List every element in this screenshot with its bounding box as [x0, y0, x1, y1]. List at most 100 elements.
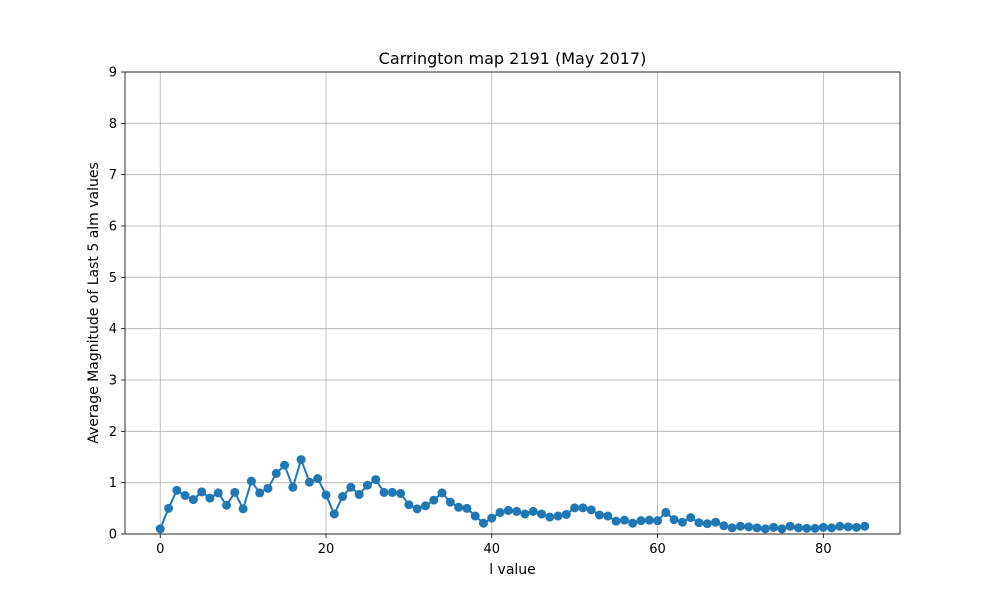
- y-tick-label: 0: [109, 528, 117, 543]
- data-point: [669, 515, 679, 525]
- data-point: [271, 468, 281, 478]
- data-point: [628, 518, 638, 528]
- data-point: [420, 501, 430, 511]
- data-point: [213, 488, 223, 498]
- data-point: [653, 516, 663, 526]
- data-point: [246, 476, 256, 486]
- data-point: [304, 477, 314, 487]
- data-point: [611, 516, 621, 526]
- data-point: [338, 492, 348, 502]
- data-point: [843, 522, 853, 532]
- data-point: [462, 503, 472, 513]
- x-tick-label: 20: [318, 542, 335, 557]
- data-point: [636, 516, 646, 526]
- data-point: [528, 506, 538, 516]
- y-tick-label: 6: [109, 220, 117, 235]
- data-point: [785, 521, 795, 531]
- data-point: [619, 515, 629, 525]
- y-axis-label: Average Magnitude of Last 5 alm values: [86, 162, 102, 444]
- data-point: [760, 524, 770, 534]
- data-point: [586, 505, 596, 515]
- data-point: [520, 509, 530, 519]
- data-point: [835, 521, 845, 531]
- data-point: [860, 521, 870, 531]
- data-point: [578, 503, 588, 513]
- data-point: [595, 510, 605, 520]
- data-point: [793, 523, 803, 533]
- data-point: [412, 504, 422, 514]
- data-point: [354, 489, 364, 499]
- grid: [125, 71, 900, 535]
- data-point: [396, 488, 406, 498]
- data-point: [321, 490, 331, 500]
- data-point: [205, 493, 215, 503]
- data-point: [404, 500, 414, 510]
- data-point: [561, 509, 571, 519]
- y-tick-label: 2: [109, 425, 117, 440]
- x-tick-label: 40: [484, 542, 501, 557]
- x-tick-label: 0: [156, 542, 164, 557]
- data-point: [346, 482, 356, 492]
- data-point: [387, 487, 397, 497]
- data-point: [172, 485, 182, 495]
- data-point: [694, 518, 704, 528]
- data-point: [454, 502, 464, 512]
- data-point: [603, 511, 613, 521]
- data-point: [752, 523, 762, 533]
- data-point: [802, 523, 812, 533]
- data-point: [503, 505, 513, 515]
- data-point: [769, 522, 779, 532]
- data-point: [644, 515, 654, 525]
- data-point: [222, 500, 232, 510]
- x-axis-label: l value: [489, 562, 536, 578]
- data-point: [827, 523, 837, 533]
- data-point: [188, 495, 198, 505]
- data-point: [570, 503, 580, 513]
- data-point: [686, 513, 696, 523]
- data-point: [719, 521, 729, 531]
- data-point: [677, 517, 687, 527]
- data-point: [711, 517, 721, 527]
- data-point: [238, 504, 248, 514]
- data-point: [702, 519, 712, 529]
- data-point: [371, 475, 381, 485]
- data-point: [818, 522, 828, 532]
- x-tick-label: 80: [815, 542, 832, 557]
- y-tick-label: 4: [109, 322, 117, 337]
- data-point: [263, 483, 273, 493]
- y-tick-label: 7: [109, 168, 117, 183]
- data-point: [296, 455, 306, 465]
- axis-ticks: 0 20 40 60 80 0 1 2 3 4 5 6 7 8 9: [109, 66, 832, 558]
- data-point: [445, 497, 455, 507]
- y-tick-label: 5: [109, 271, 117, 286]
- data-point: [545, 512, 555, 522]
- data-point: [329, 509, 339, 519]
- data-point: [313, 474, 323, 484]
- data-point: [661, 507, 671, 517]
- data-point: [512, 506, 522, 516]
- y-tick-label: 3: [109, 374, 117, 389]
- y-tick-label: 9: [109, 66, 117, 81]
- data-point: [487, 513, 497, 523]
- data-point: [810, 523, 820, 533]
- data-point: [155, 524, 165, 534]
- data-point: [288, 482, 298, 492]
- data-point: [470, 511, 480, 521]
- data-point: [379, 487, 389, 497]
- data-point: [744, 522, 754, 532]
- data-point: [537, 509, 547, 519]
- data-point: [197, 487, 207, 497]
- data-point: [180, 491, 190, 500]
- data-point: [727, 523, 737, 533]
- data-point: [362, 480, 372, 490]
- plot-frame: [124, 71, 901, 535]
- data-point: [429, 495, 439, 505]
- chart-title: Carrington map 2191 (May 2017): [379, 49, 647, 68]
- data-point: [553, 511, 563, 521]
- y-tick-label: 8: [109, 117, 117, 132]
- data-point: [495, 507, 505, 517]
- data-series: [155, 455, 870, 534]
- data-point: [280, 460, 290, 470]
- data-point: [230, 487, 240, 497]
